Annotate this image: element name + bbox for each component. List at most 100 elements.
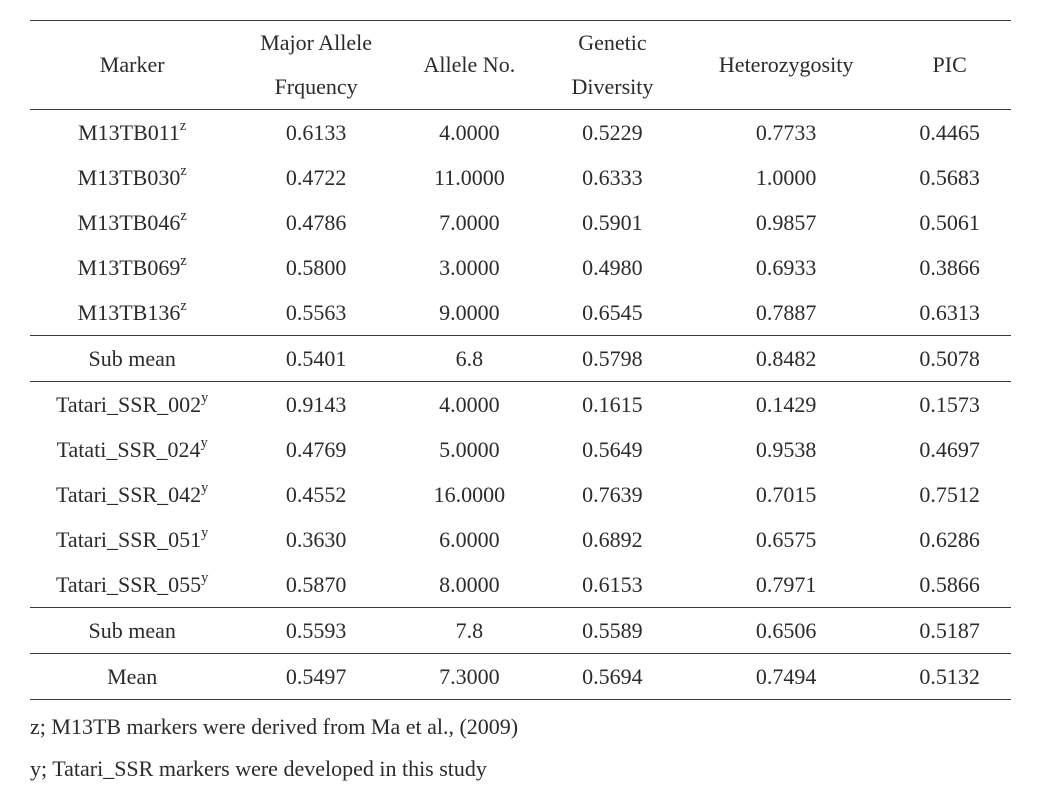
table-row: M13TB030z0.472211.00000.63331.00000.5683 (30, 155, 1011, 200)
het-cell: 0.7015 (684, 472, 888, 517)
marker-superscript: y (201, 390, 208, 406)
pic-cell: 0.5683 (888, 155, 1011, 200)
gd-cell: 0.7639 (541, 472, 684, 517)
maf-cell: 0.6133 (234, 109, 398, 155)
table-row: Tatari_SSR_051y0.36306.00000.68920.65750… (30, 517, 1011, 562)
marker-name: M13TB069 (78, 255, 181, 280)
maf-cell: 0.4786 (234, 200, 398, 245)
marker-superscript: z (180, 253, 186, 269)
allele-cell: 4.0000 (398, 381, 541, 427)
marker-name: M13TB030 (78, 165, 181, 190)
marker-cell: M13TB011z (30, 109, 234, 155)
marker-cell: M13TB046z (30, 200, 234, 245)
marker-superscript: y (201, 570, 208, 586)
marker-superscript: z (180, 208, 186, 224)
marker-name: Tatari_SSR_042 (56, 482, 201, 507)
gd-cell: 0.5589 (541, 607, 684, 653)
pic-cell: 0.5187 (888, 607, 1011, 653)
marker-name: M13TB011 (78, 120, 180, 145)
table-row: Tatari_SSR_002y0.91434.00000.16150.14290… (30, 381, 1011, 427)
marker-cell: Tatari_SSR_002y (30, 381, 234, 427)
hdr-maf-l2: Frquency (234, 65, 398, 109)
allele-cell: 11.0000 (398, 155, 541, 200)
maf-cell: 0.4769 (234, 427, 398, 472)
pic-cell: 0.5866 (888, 562, 1011, 608)
marker-superscript: y (201, 480, 208, 496)
table-row: M13TB069z0.58003.00000.49800.69330.3866 (30, 245, 1011, 290)
marker-superscript: y (201, 525, 208, 541)
pic-cell: 0.5132 (888, 653, 1011, 699)
allele-cell: 8.0000 (398, 562, 541, 608)
pic-cell: 0.4465 (888, 109, 1011, 155)
pic-cell: 0.3866 (888, 245, 1011, 290)
marker-superscript: z (180, 298, 186, 314)
table-row: M13TB011z0.61334.00000.52290.77330.4465 (30, 109, 1011, 155)
submean-row: Sub mean0.55937.80.55890.65060.5187 (30, 607, 1011, 653)
pic-cell: 0.4697 (888, 427, 1011, 472)
footnote-z: z; M13TB markers were derived from Ma et… (30, 706, 1011, 748)
maf-cell: 0.3630 (234, 517, 398, 562)
maf-cell: 0.5800 (234, 245, 398, 290)
marker-name: M13TB046 (78, 210, 181, 235)
allele-cell: 4.0000 (398, 109, 541, 155)
maf-cell: 0.4552 (234, 472, 398, 517)
allele-cell: 7.3000 (398, 653, 541, 699)
het-cell: 0.7971 (684, 562, 888, 608)
maf-cell: 0.9143 (234, 381, 398, 427)
gd-cell: 0.5694 (541, 653, 684, 699)
hdr-maf-l1: Major Allele (234, 21, 398, 65)
summary-label: Sub mean (30, 607, 234, 653)
het-cell: 0.9538 (684, 427, 888, 472)
marker-cell: M13TB030z (30, 155, 234, 200)
table-row: M13TB046z0.47867.00000.59010.98570.5061 (30, 200, 1011, 245)
summary-label: Sub mean (30, 335, 234, 381)
marker-superscript: y (201, 435, 208, 451)
pic-cell: 0.6286 (888, 517, 1011, 562)
maf-cell: 0.5497 (234, 653, 398, 699)
marker-stats-table: Marker Major Allele Allele No. Genetic H… (30, 20, 1011, 700)
marker-name: Tatati_SSR_024 (57, 437, 201, 462)
marker-superscript: z (180, 118, 186, 134)
marker-cell: Tatari_SSR_051y (30, 517, 234, 562)
het-cell: 0.7733 (684, 109, 888, 155)
allele-cell: 5.0000 (398, 427, 541, 472)
hdr-marker: Marker (30, 21, 234, 110)
allele-cell: 3.0000 (398, 245, 541, 290)
pic-cell: 0.6313 (888, 290, 1011, 336)
marker-name: Tatari_SSR_051 (56, 527, 201, 552)
gd-cell: 0.1615 (541, 381, 684, 427)
het-cell: 0.6933 (684, 245, 888, 290)
marker-cell: Tatari_SSR_042y (30, 472, 234, 517)
marker-cell: M13TB069z (30, 245, 234, 290)
table-row: Tatari_SSR_042y0.455216.00000.76390.7015… (30, 472, 1011, 517)
het-cell: 0.1429 (684, 381, 888, 427)
gd-cell: 0.6153 (541, 562, 684, 608)
marker-cell: M13TB136z (30, 290, 234, 336)
hdr-pic: PIC (888, 21, 1011, 110)
footnotes: z; M13TB markers were derived from Ma et… (30, 706, 1011, 790)
maf-cell: 0.5870 (234, 562, 398, 608)
het-cell: 0.8482 (684, 335, 888, 381)
mean-row: Mean0.54977.30000.56940.74940.5132 (30, 653, 1011, 699)
table-body: M13TB011z0.61334.00000.52290.77330.4465M… (30, 109, 1011, 699)
maf-cell: 0.5593 (234, 607, 398, 653)
het-cell: 0.6506 (684, 607, 888, 653)
het-cell: 1.0000 (684, 155, 888, 200)
pic-cell: 0.5061 (888, 200, 1011, 245)
table-row: Tatati_SSR_024y 0.47695.00000.56490.95380… (30, 427, 1011, 472)
allele-cell: 7.0000 (398, 200, 541, 245)
marker-cell: Tatari_SSR_055y (30, 562, 234, 608)
hdr-het: Heterozygosity (684, 21, 888, 110)
maf-cell: 0.4722 (234, 155, 398, 200)
marker-name: Tatari_SSR_055 (56, 572, 201, 597)
allele-cell: 6.0000 (398, 517, 541, 562)
het-cell: 0.7494 (684, 653, 888, 699)
allele-cell: 16.0000 (398, 472, 541, 517)
het-cell: 0.9857 (684, 200, 888, 245)
pic-cell: 0.1573 (888, 381, 1011, 427)
marker-name: M13TB136 (78, 300, 181, 325)
maf-cell: 0.5401 (234, 335, 398, 381)
gd-cell: 0.5649 (541, 427, 684, 472)
summary-label: Mean (30, 653, 234, 699)
allele-cell: 6.8 (398, 335, 541, 381)
